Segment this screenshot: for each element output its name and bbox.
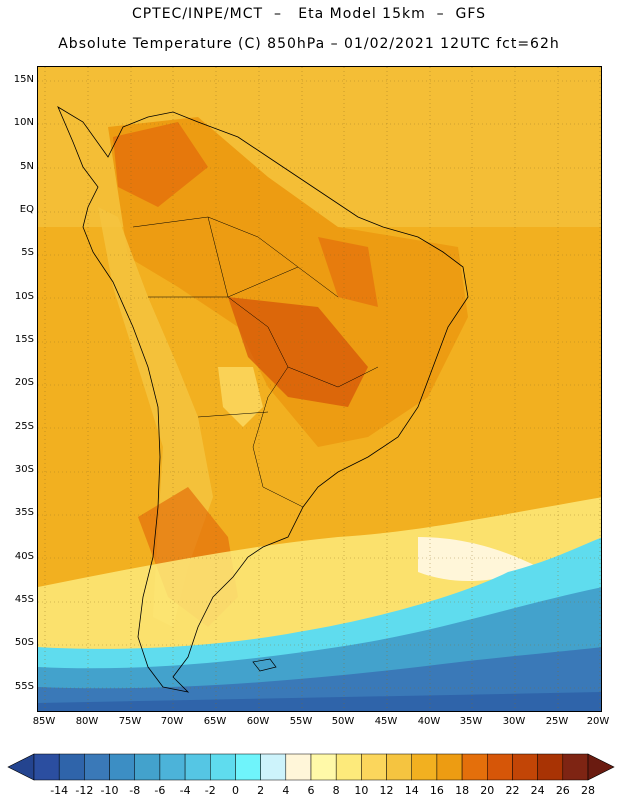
colorbar-max-arrow xyxy=(587,753,615,781)
colorbar-tick-label: 22 xyxy=(505,784,520,797)
lon-label-35w: 35W xyxy=(459,716,483,727)
lat-label-40s: 40S xyxy=(14,551,34,562)
colorbar-swatch xyxy=(58,753,85,781)
colorbar-tick-label: 0 xyxy=(231,784,239,797)
chart-title-line1: CPTEC/INPE/MCT – Eta Model 15km – GFS xyxy=(131,6,487,22)
colorbar-tick-label: 28 xyxy=(581,784,595,797)
country-borders xyxy=(132,216,379,508)
colorbar-swatch xyxy=(386,753,412,781)
colorbar-swatch xyxy=(134,753,161,781)
continent-outline xyxy=(57,106,469,693)
chart-title-line2: Absolute Temperature (C) 850hPa – 01/02/… xyxy=(58,36,560,52)
lon-label-45w: 45W xyxy=(374,716,398,727)
colorbar-tick-label: 12 xyxy=(379,784,394,797)
lat-label-25s: 25S xyxy=(14,421,34,432)
colorbar-tick-label: 10 xyxy=(354,784,369,797)
colorbar xyxy=(7,753,615,781)
colorbar-min-arrow xyxy=(7,753,35,781)
lat-label-30s: 30S xyxy=(14,464,34,475)
colorbar-swatch xyxy=(512,753,538,781)
lat-label-50s: 50S xyxy=(14,637,34,648)
colorbar-swatch xyxy=(461,753,488,781)
lon-label-25w: 25W xyxy=(545,716,569,727)
colorbar-tick-label: -2 xyxy=(204,784,216,797)
colorbar-swatch xyxy=(159,753,186,781)
lon-label-75w: 75W xyxy=(118,716,142,727)
lat-label-10s: 10S xyxy=(14,291,34,302)
lat-label-15s: 15S xyxy=(14,334,34,345)
colorbar-tick-label: 4 xyxy=(282,784,290,797)
colorbar-tick-label: -14 xyxy=(50,784,69,797)
lon-label-50w: 50W xyxy=(331,716,355,727)
lon-label-80w: 80W xyxy=(75,716,99,727)
colorbar-tick-label: -12 xyxy=(75,784,94,797)
lon-label-30w: 30W xyxy=(502,716,526,727)
lon-label-60w: 60W xyxy=(246,716,270,727)
colorbar-swatch xyxy=(260,753,287,781)
colorbar-swatch xyxy=(109,753,135,781)
colorbar-swatch xyxy=(184,753,211,781)
lat-label-10n: 10N xyxy=(13,117,34,128)
lon-label-40w: 40W xyxy=(417,716,441,727)
colorbar-tick-label: 26 xyxy=(555,784,570,797)
colorbar-swatch xyxy=(33,753,60,781)
colorbar-swatch xyxy=(84,753,110,781)
lon-label-65w: 65W xyxy=(203,716,227,727)
colorbar-tick-label: 6 xyxy=(307,784,315,797)
colorbar-tick-label: 20 xyxy=(480,784,495,797)
colorbar-tick-label: 16 xyxy=(429,784,444,797)
lon-label-55w: 55W xyxy=(289,716,313,727)
colorbar-tick-label: 14 xyxy=(404,784,419,797)
colorbar-tick-label: -8 xyxy=(129,784,141,797)
colorbar-swatch xyxy=(335,753,362,781)
colorbar-tick-label: 2 xyxy=(257,784,265,797)
colorbar-tick-label: 18 xyxy=(455,784,470,797)
lat-label-20s: 20S xyxy=(14,377,34,388)
colorbar-tick-label: -6 xyxy=(154,784,166,797)
colorbar-swatch xyxy=(562,753,589,781)
colorbar-swatch xyxy=(235,753,261,781)
colorbar-tick-label: 24 xyxy=(530,784,545,797)
colorbar-swatch xyxy=(285,753,312,781)
lat-label-35s: 35S xyxy=(14,507,34,518)
colorbar-swatch xyxy=(210,753,236,781)
colorbar-swatch xyxy=(436,753,463,781)
colorbar-tick-label: 8 xyxy=(332,784,340,797)
lon-label-85w: 85W xyxy=(32,716,56,727)
temperature-map xyxy=(37,66,602,712)
colorbar-swatch xyxy=(487,753,513,781)
colorbar-swatch xyxy=(361,753,387,781)
colorbar-tick-label: -10 xyxy=(100,784,119,797)
lat-label-55s: 55S xyxy=(14,681,34,692)
lat-label-45s: 45S xyxy=(14,594,34,605)
colorbar-swatch xyxy=(310,753,337,781)
colorbar-tick-label: -4 xyxy=(179,784,191,797)
lat-label-eq: EQ xyxy=(19,204,34,215)
lat-label-15n: 15N xyxy=(13,74,34,85)
lat-label-5s: 5S xyxy=(21,247,34,258)
colorbar-swatch xyxy=(411,753,438,781)
lat-label-5n: 5N xyxy=(20,161,34,172)
colorbar-swatch xyxy=(537,753,564,781)
lon-label-20w: 20W xyxy=(586,716,610,727)
lon-label-70w: 70W xyxy=(160,716,184,727)
